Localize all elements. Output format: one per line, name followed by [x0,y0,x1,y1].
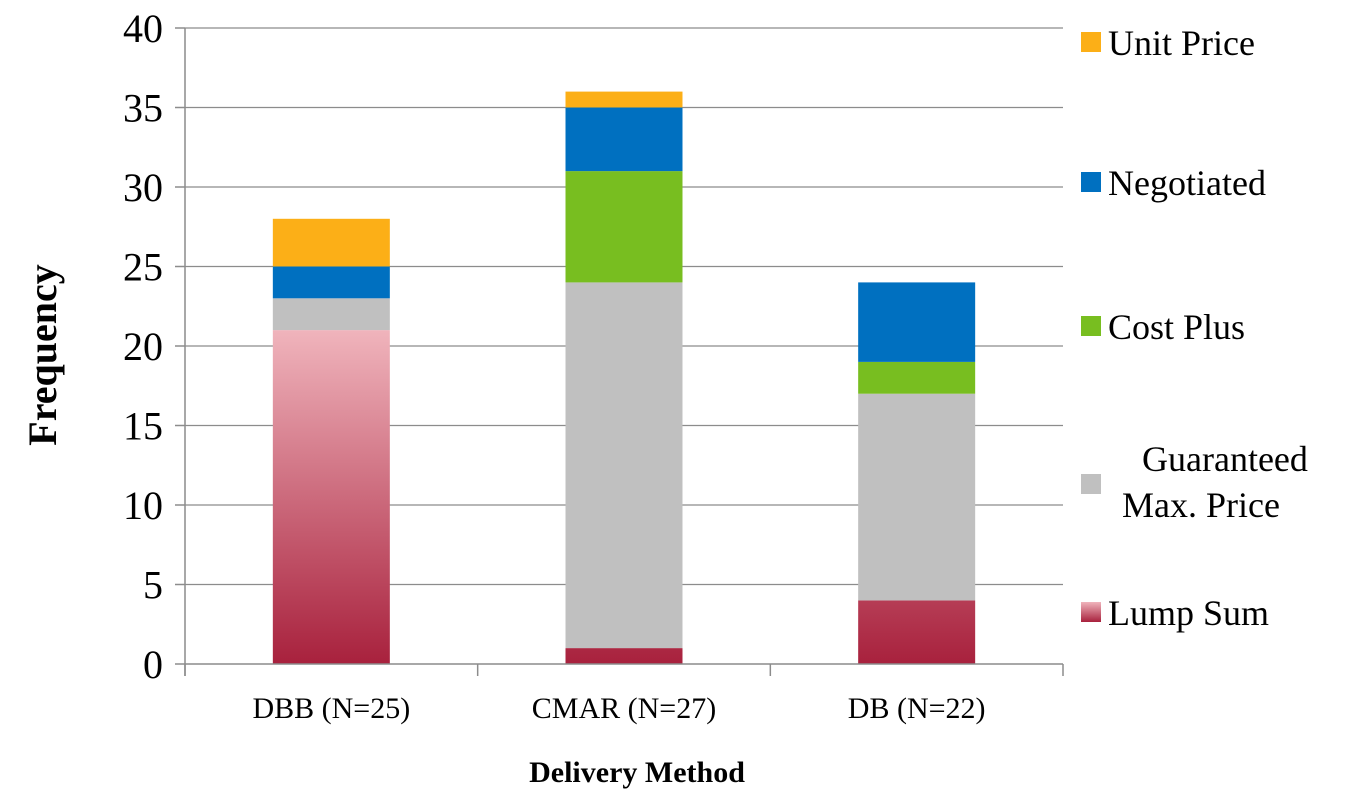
legend-label: Cost Plus [1108,307,1245,347]
bar-series-group [272,91,976,664]
bar-segment-cost-plus [565,171,683,283]
bar-segment-guaranteed-max-price [272,298,390,331]
bar-segment-negotiated [858,282,976,362]
y-tick-label: 15 [123,404,163,449]
y-tick-label: 0 [143,642,163,687]
y-axis-title: Frequency [20,264,65,445]
x-axis-title: Delivery Method [529,756,745,789]
legend: Unit Price Negotiated Cost Plus Guaranteed M… [1081,23,1308,633]
legend-label: Unit Price [1108,23,1255,63]
x-category-labels: DBB (N=25) CMAR (N=27) DB (N=22) [252,692,985,725]
legend-item: Guaranteed Max. Price [1081,439,1308,525]
y-tick-labels: 0 5 10 15 20 25 30 35 40 [123,6,163,687]
legend-swatch [1081,32,1101,52]
y-tick-label: 30 [123,165,163,210]
legend-item: Negotiated [1081,163,1266,203]
bar-segment-negotiated [565,107,683,172]
legend-item: Unit Price [1081,23,1255,63]
x-category-label: DBB (N=25) [252,692,410,725]
y-tick-label: 35 [123,86,163,131]
bar-segment-guaranteed-max-price [565,282,683,649]
legend-item: Lump Sum [1081,593,1269,633]
y-tick-label: 25 [123,245,163,290]
bar-segment-guaranteed-max-price [858,393,976,601]
legend-swatch [1081,172,1101,192]
bar-segment-lump-sum [858,600,976,664]
bar-segment-unit-price [272,218,390,267]
legend-label: Max. Price [1122,485,1280,525]
x-category-label: CMAR (N=27) [532,692,716,725]
bar-segment-cost-plus [858,361,976,394]
legend-label: Guaranteed [1142,439,1308,479]
bar-segment-negotiated [272,266,390,299]
axes [175,27,1064,676]
bar-segment-lump-sum [272,330,390,664]
legend-label: Negotiated [1108,163,1266,203]
bar-segment-lump-sum [565,648,683,664]
x-category-label: DB (N=22) [848,692,986,725]
legend-swatch [1081,474,1101,494]
y-tick-label: 10 [123,483,163,528]
y-tick-label: 40 [123,6,163,51]
legend-item: Cost Plus [1081,307,1245,347]
y-tick-label: 20 [123,324,163,369]
bar-segment-unit-price [565,91,683,108]
y-tick-label: 5 [143,563,163,608]
legend-swatch [1081,602,1101,622]
legend-label: Lump Sum [1108,593,1269,633]
legend-swatch [1081,316,1101,336]
